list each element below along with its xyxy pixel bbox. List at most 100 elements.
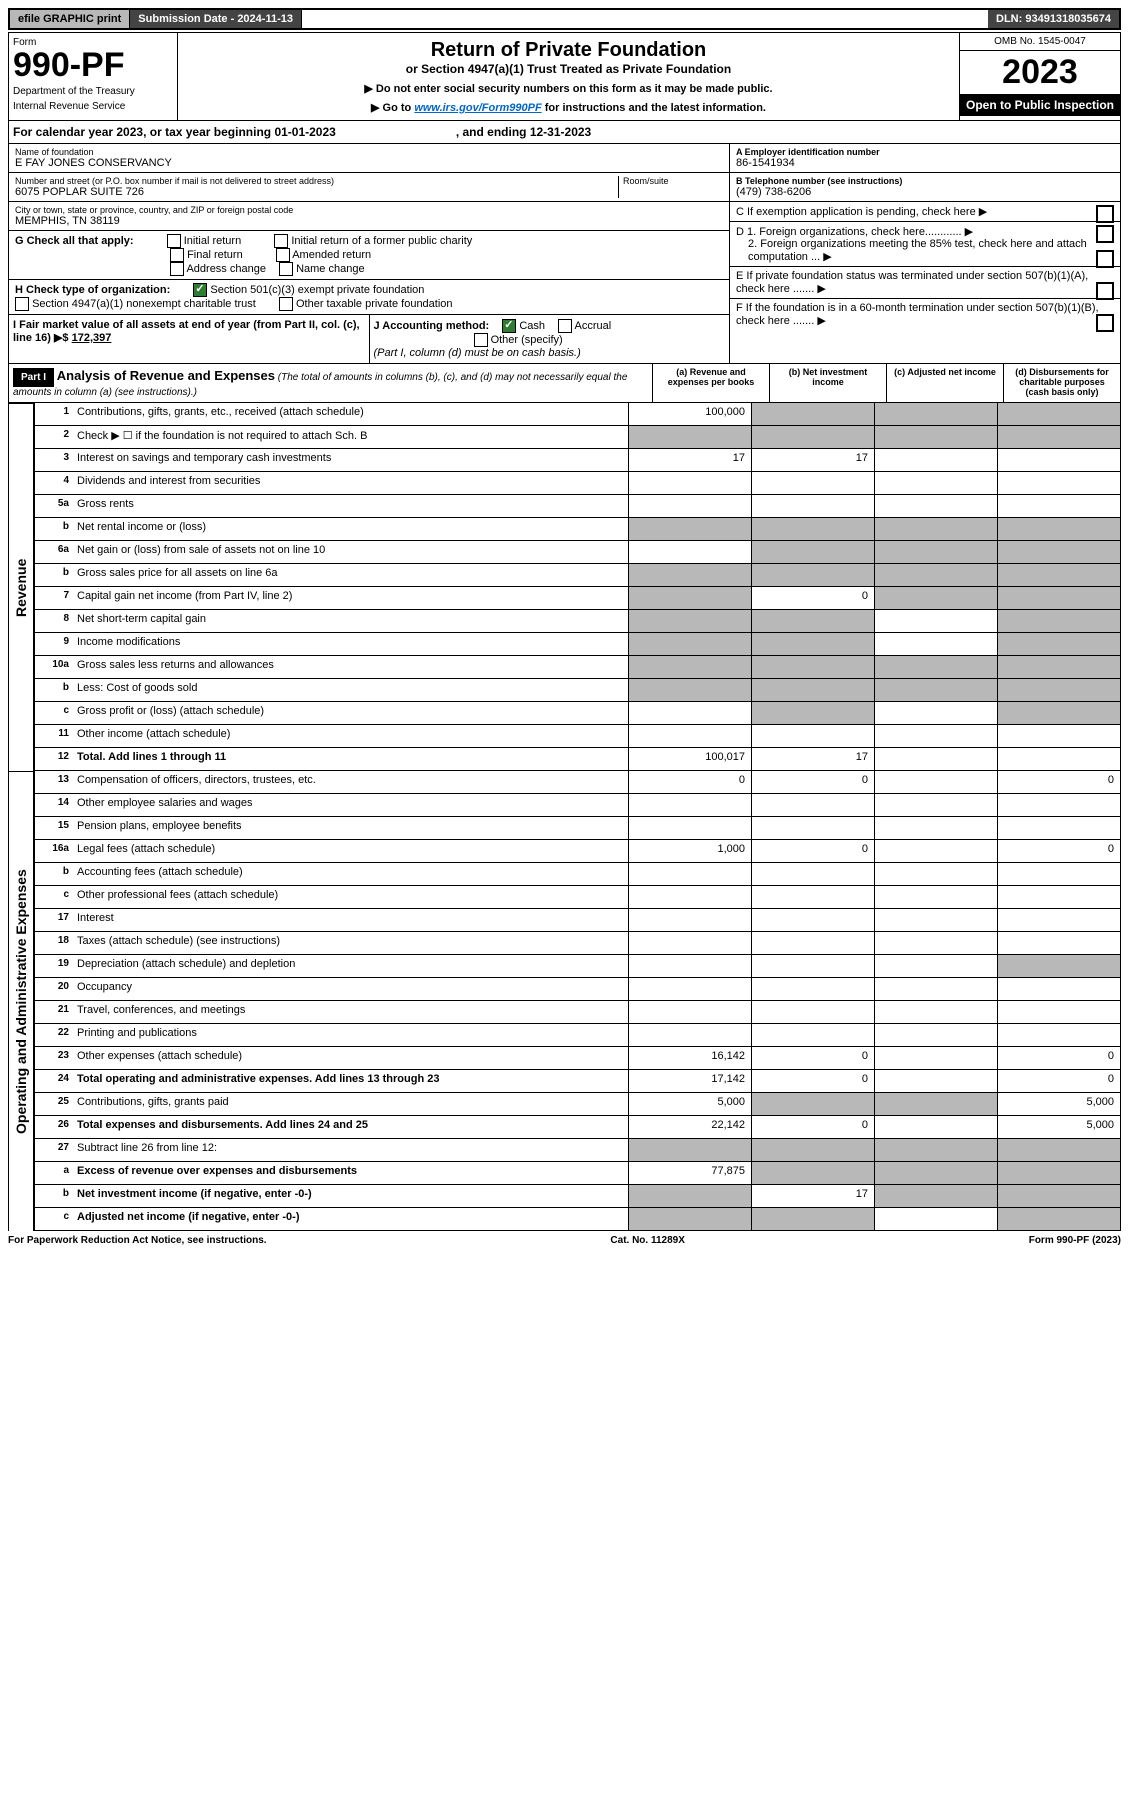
line-num: b xyxy=(35,1185,73,1207)
line-desc: Net short-term capital gain xyxy=(73,610,628,632)
cb-d2[interactable] xyxy=(1096,250,1114,268)
line-desc: Net rental income or (loss) xyxy=(73,518,628,540)
col-a-val xyxy=(628,679,751,701)
table-row: b Gross sales price for all assets on li… xyxy=(34,564,1121,587)
col-c-val xyxy=(874,426,997,448)
col-c-val xyxy=(874,840,997,862)
cb-f[interactable] xyxy=(1096,314,1114,332)
col-a-val xyxy=(628,909,751,931)
col-b-val xyxy=(751,886,874,908)
col-a-val xyxy=(628,426,751,448)
cb-4947[interactable] xyxy=(15,297,29,311)
cb-addrchg[interactable] xyxy=(170,262,184,276)
col-d-val xyxy=(997,610,1120,632)
cb-other[interactable] xyxy=(474,333,488,347)
col-c-val xyxy=(874,817,997,839)
col-c-val xyxy=(874,978,997,1000)
line-num: 6a xyxy=(35,541,73,563)
line-desc: Net gain or (loss) from sale of assets n… xyxy=(73,541,628,563)
col-d-val xyxy=(997,518,1120,540)
form-number: 990-PF xyxy=(13,48,173,82)
col-c-val xyxy=(874,518,997,540)
table-row: 6a Net gain or (loss) from sale of asset… xyxy=(34,541,1121,564)
col-b-val xyxy=(751,679,874,701)
cb-e[interactable] xyxy=(1096,282,1114,300)
line-desc: Check ▶ ☐ if the foundation is not requi… xyxy=(73,426,628,448)
table-row: 22 Printing and publications xyxy=(34,1024,1121,1047)
col-d-val: 0 xyxy=(997,1070,1120,1092)
line-num: 7 xyxy=(35,587,73,609)
col-d-val xyxy=(997,495,1120,517)
line-num: 1 xyxy=(35,403,73,425)
tax-year: 2023 xyxy=(960,51,1120,94)
cb-d1[interactable] xyxy=(1096,225,1114,243)
col-b-val: 0 xyxy=(751,840,874,862)
line-desc: Occupancy xyxy=(73,978,628,1000)
expenses-label: Operating and Administrative Expenses xyxy=(8,771,34,1231)
col-b-val xyxy=(751,932,874,954)
line-num: 13 xyxy=(35,771,73,793)
col-a-val: 16,142 xyxy=(628,1047,751,1069)
cb-final[interactable] xyxy=(170,248,184,262)
cb-501c3[interactable] xyxy=(193,283,207,297)
line-num: 16a xyxy=(35,840,73,862)
col-a-val xyxy=(628,932,751,954)
cb-cash[interactable] xyxy=(502,319,516,333)
col-b-val: 0 xyxy=(751,1047,874,1069)
addr-label: Number and street (or P.O. box number if… xyxy=(15,176,618,186)
col-a-val: 1,000 xyxy=(628,840,751,862)
cb-former[interactable] xyxy=(274,234,288,248)
col-c-val xyxy=(874,932,997,954)
col-d-val xyxy=(997,1024,1120,1046)
line-desc: Excess of revenue over expenses and disb… xyxy=(73,1162,628,1184)
irs-link[interactable]: www.irs.gov/Form990PF xyxy=(414,102,541,114)
table-row: 7 Capital gain net income (from Part IV,… xyxy=(34,587,1121,610)
col-a-val: 17,142 xyxy=(628,1070,751,1092)
efile-label[interactable]: efile GRAPHIC print xyxy=(10,10,130,28)
col-b-val xyxy=(751,656,874,678)
cb-other-tax[interactable] xyxy=(279,297,293,311)
cb-initial[interactable] xyxy=(167,234,181,248)
cb-accrual[interactable] xyxy=(558,319,572,333)
cb-namechg[interactable] xyxy=(279,262,293,276)
table-row: b Less: Cost of goods sold xyxy=(34,679,1121,702)
col-d-val xyxy=(997,587,1120,609)
line-desc: Pension plans, employee benefits xyxy=(73,817,628,839)
col-c-val xyxy=(874,1047,997,1069)
col-b-val xyxy=(751,794,874,816)
ein-label: A Employer identification number xyxy=(736,147,1114,157)
line-desc: Gross profit or (loss) (attach schedule) xyxy=(73,702,628,724)
section-e: E If private foundation status was termi… xyxy=(736,270,1088,295)
col-a-val xyxy=(628,725,751,747)
col-a-val xyxy=(628,1139,751,1161)
line-desc: Taxes (attach schedule) (see instruction… xyxy=(73,932,628,954)
section-h: H Check type of organization: Section 50… xyxy=(9,280,729,315)
calendar-year: For calendar year 2023, or tax year begi… xyxy=(8,121,1121,144)
line-num: 27 xyxy=(35,1139,73,1161)
line-num: 21 xyxy=(35,1001,73,1023)
table-row: b Net investment income (if negative, en… xyxy=(34,1185,1121,1208)
col-b-val xyxy=(751,472,874,494)
col-a-val xyxy=(628,656,751,678)
col-c-val xyxy=(874,1116,997,1138)
line-desc: Total. Add lines 1 through 11 xyxy=(73,748,628,770)
line-desc: Contributions, gifts, grants, etc., rece… xyxy=(73,403,628,425)
col-d-val xyxy=(997,656,1120,678)
table-row: 17 Interest xyxy=(34,909,1121,932)
cb-amended[interactable] xyxy=(276,248,290,262)
line-num: 20 xyxy=(35,978,73,1000)
line-desc: Subtract line 26 from line 12: xyxy=(73,1139,628,1161)
top-bar: efile GRAPHIC print Submission Date - 20… xyxy=(8,8,1121,30)
col-a-val xyxy=(628,1208,751,1230)
line-desc: Interest xyxy=(73,909,628,931)
address: 6075 POPLAR SUITE 726 xyxy=(15,186,618,198)
cb-c[interactable] xyxy=(1096,205,1114,223)
col-b-val xyxy=(751,978,874,1000)
line-num: 22 xyxy=(35,1024,73,1046)
col-a-val xyxy=(628,702,751,724)
table-row: 27 Subtract line 26 from line 12: xyxy=(34,1139,1121,1162)
room-label: Room/suite xyxy=(623,176,723,186)
line-desc: Contributions, gifts, grants paid xyxy=(73,1093,628,1115)
table-row: 4 Dividends and interest from securities xyxy=(34,472,1121,495)
section-d1: D 1. Foreign organizations, check here..… xyxy=(736,226,962,238)
